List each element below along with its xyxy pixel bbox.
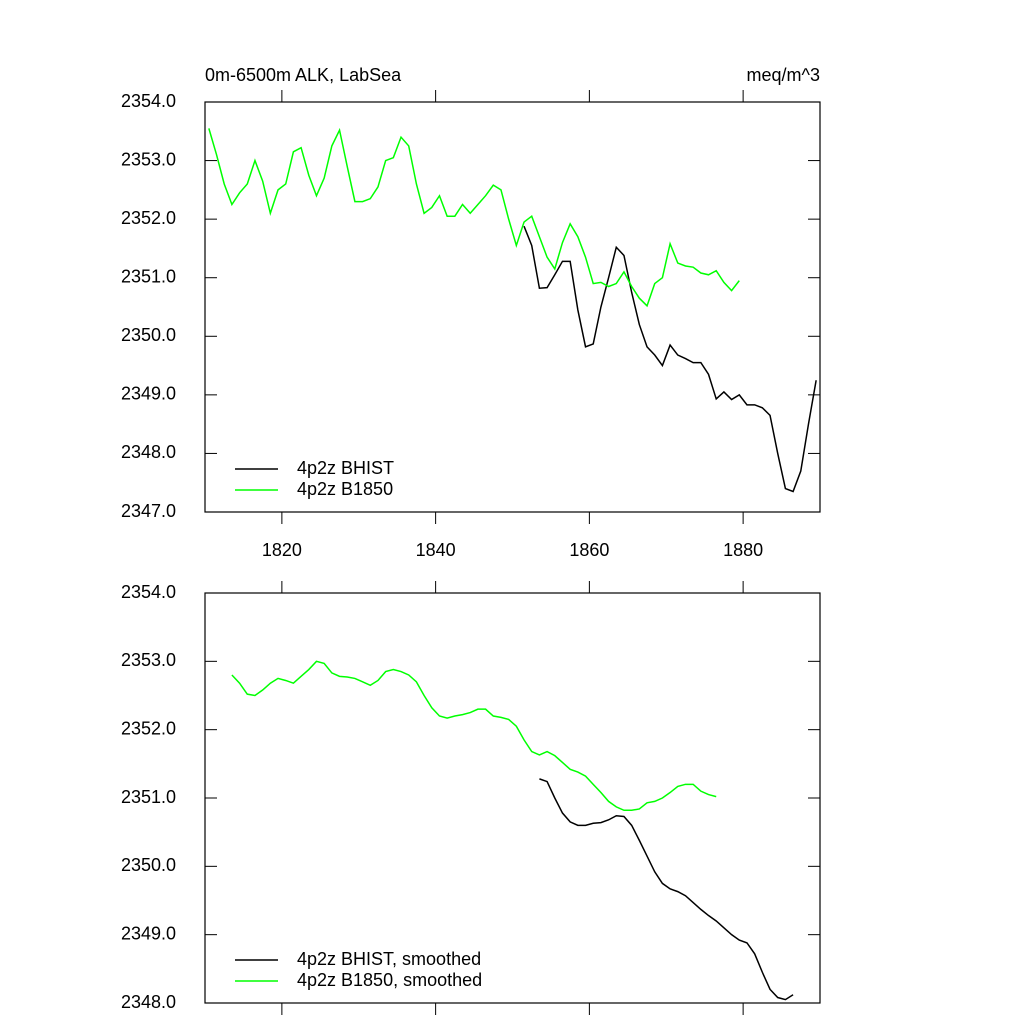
y-tick-label: 2348.0 [121,442,176,462]
y-tick-label: 2349.0 [121,384,176,404]
legend-label: 4p2z BHIST [297,458,394,478]
y-tick-label: 2354.0 [121,582,176,602]
legend-label: 4p2z B1850, smoothed [297,970,482,990]
y-tick-label: 2352.0 [121,718,176,738]
x-tick-label: 1880 [723,540,763,560]
chart-title: 0m-6500m ALK, LabSea [205,65,402,85]
y-tick-label: 2354.0 [121,91,176,111]
y-tick-label: 2351.0 [121,787,176,807]
series-line [231,660,717,812]
units-label: meq/m^3 [747,65,820,85]
x-tick-label: 1860 [569,540,609,560]
y-tick-label: 2351.0 [121,266,176,286]
y-tick-label: 2350.0 [121,855,176,875]
series-line [539,778,794,1001]
y-tick-label: 2350.0 [121,325,176,345]
x-tick-label: 1820 [262,540,302,560]
y-tick-label: 2353.0 [121,149,176,169]
series-line [523,225,817,493]
y-tick-label: 2348.0 [121,992,176,1012]
y-tick-label: 2352.0 [121,208,176,228]
legend-label: 4p2z BHIST, smoothed [297,949,481,969]
plot-frame [204,101,821,513]
y-tick-label: 2353.0 [121,650,176,670]
plot-frame [204,592,821,1004]
legend-label: 4p2z B1850 [297,479,393,499]
y-tick-label: 2347.0 [121,501,176,521]
series-line [208,127,740,308]
y-tick-label: 2349.0 [121,923,176,943]
x-tick-label: 1840 [416,540,456,560]
